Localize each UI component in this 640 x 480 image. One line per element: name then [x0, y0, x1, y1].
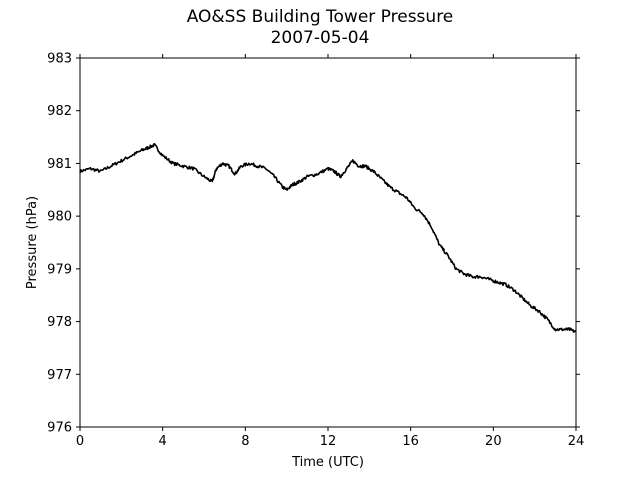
- y-tick-label: 976: [47, 421, 72, 436]
- x-tick-label: 0: [76, 434, 84, 449]
- y-tick-label: 983: [47, 52, 72, 67]
- chart-title: AO&SS Building Tower Pressure: [186, 7, 454, 27]
- y-axis-label: Pressure (hPa): [25, 196, 40, 289]
- x-tick-label: 16: [402, 434, 419, 449]
- y-tick-label: 979: [47, 262, 72, 277]
- pressure-series-line: [79, 142, 577, 333]
- y-tick-label: 981: [47, 157, 72, 172]
- x-tick-label: 20: [485, 434, 502, 449]
- plot-frame: [79, 57, 577, 428]
- x-tick-label: 24: [568, 434, 585, 449]
- chart-subtitle-date: 2007-05-04: [270, 28, 370, 48]
- y-tick-label: 977: [47, 368, 72, 383]
- y-tick-label: 980: [47, 210, 72, 225]
- x-tick-label: 12: [320, 434, 337, 449]
- x-tick-label: 8: [241, 434, 249, 449]
- y-tick-label: 978: [47, 315, 72, 330]
- x-tick-label: 4: [159, 434, 167, 449]
- x-axis-label: Time (UTC): [291, 455, 364, 470]
- y-tick-label: 982: [47, 104, 72, 119]
